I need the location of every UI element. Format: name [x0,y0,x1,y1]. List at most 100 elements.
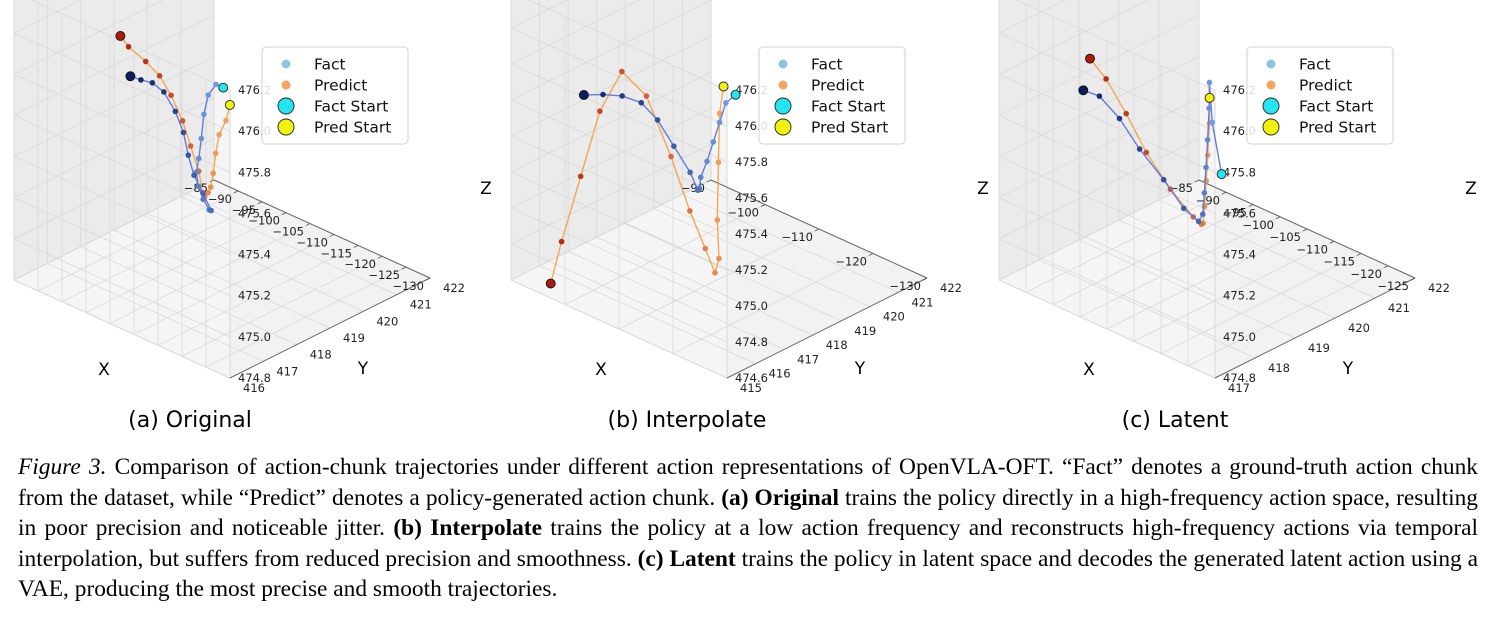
grid-line [998,32,1216,132]
x-tick-label: −100 [248,214,280,228]
panel-subtitle: (a) Original [128,408,252,433]
fact-point [161,89,167,95]
z-tick-label: 475.8 [735,155,768,169]
grid-line [1079,216,1281,318]
x-tick-label: −115 [1323,255,1355,269]
chart-panel-latent: −85−90−95−100−105−110−115−120−125 417 418 4… [998,0,1477,433]
x-tick-label: −110 [296,235,328,249]
predict-point [210,170,216,177]
legend-marker-fact [281,59,291,69]
fact-point [695,187,701,194]
predict-point [1143,149,1150,156]
grid-line [510,279,728,379]
fact-point [1116,115,1123,122]
grid-line [30,0,231,91]
grid-line [998,179,1200,281]
grid-line [510,143,712,245]
z-tick-label: 474.8 [238,371,271,385]
grid-line [510,243,728,343]
x-tick-mark [233,190,239,194]
fact-point [1206,79,1213,86]
caption-intro: Comparison of action-chunk trajectories … [18,454,1479,511]
pred-start-marker [224,99,235,110]
predict-point [716,110,723,117]
grid-line [596,236,813,336]
x-tick-mark [1194,179,1200,183]
predict-point [142,58,149,65]
legend-label: Predict [1299,77,1352,95]
z-tick-label: 475.4 [735,227,768,241]
pred-end-marker [545,278,556,289]
y-tick-label: 417 [797,352,819,366]
fact-point [1200,211,1206,218]
x-tick-label: −110 [1296,242,1328,256]
grid-line [567,251,785,350]
x-tick-label: −125 [368,268,400,282]
y-axis-label: Y [1342,359,1354,379]
x-tick-mark [401,266,407,270]
grid-line [113,229,331,329]
grid-line [13,138,215,240]
fact-point [1195,218,1202,225]
z-tick-label: 475.0 [238,330,271,344]
caption-a-text: trains the policy directly in a high-fre… [18,484,1478,542]
fact-point [723,100,729,106]
x-tick-label: −105 [1269,230,1301,244]
grid-line [13,0,82,34]
caption-c-label: (c) Latent [637,545,736,572]
grid-line [564,204,766,305]
legend-marker-fact [1266,59,1276,69]
x-tick-label: −120 [1350,267,1382,281]
fact-start-marker [1216,169,1227,180]
x-axis-label: X [1083,360,1095,380]
x-tick-mark [706,179,712,183]
fact-point [200,196,206,203]
grid-line [510,207,728,307]
fact-point [1136,146,1143,152]
legend-label: Fact Start [811,98,885,116]
pred-start-marker [1204,92,1215,103]
x-tick-mark [1221,191,1227,195]
legend-marker-predict [281,80,291,90]
x-axis-label: X [595,360,607,380]
fact-point [195,183,202,190]
y-tick-label: 419 [854,324,876,338]
fact-point [185,152,192,159]
fact-end-marker [125,71,136,82]
x-tick-label: −130 [392,279,424,293]
legend-label: Pred Start [314,119,391,137]
fact-point [697,174,704,181]
caption-c-text: trains the policy in latent space and de… [18,545,1478,603]
grid-line [13,179,215,281]
predict-point [1203,177,1209,184]
x-tick-label: −120 [835,255,867,269]
fact-point [201,111,207,118]
x-tick-label: −125 [1377,279,1409,293]
fact-point [138,77,144,83]
grid-line [1052,204,1254,305]
y-axis-line [1214,277,1416,379]
x-tick-mark [814,228,820,232]
x-tick-label: −95 [232,203,256,217]
x-axis-line [213,179,431,279]
grid-line [147,212,364,312]
fact-point [716,119,723,126]
legend-label: Predict [314,77,367,95]
x-tick-mark [377,255,383,259]
x-tick-mark [305,223,311,226]
grid-line [998,138,1200,240]
grid-line [13,97,215,199]
grid-line [998,197,1216,297]
legend-marker-fact [778,59,788,69]
x-tick-label: −85 [1169,181,1193,195]
fact-point [191,172,197,179]
pred-start-marker [718,81,729,92]
legend-box [261,46,409,145]
predict-point [187,143,194,149]
pred-end-marker [1085,53,1095,64]
z-tick-label: 474.6 [735,371,768,385]
fact-point [710,139,717,145]
fact-start-marker [730,89,741,100]
grid-line [510,0,640,65]
fact-point [1160,176,1167,183]
